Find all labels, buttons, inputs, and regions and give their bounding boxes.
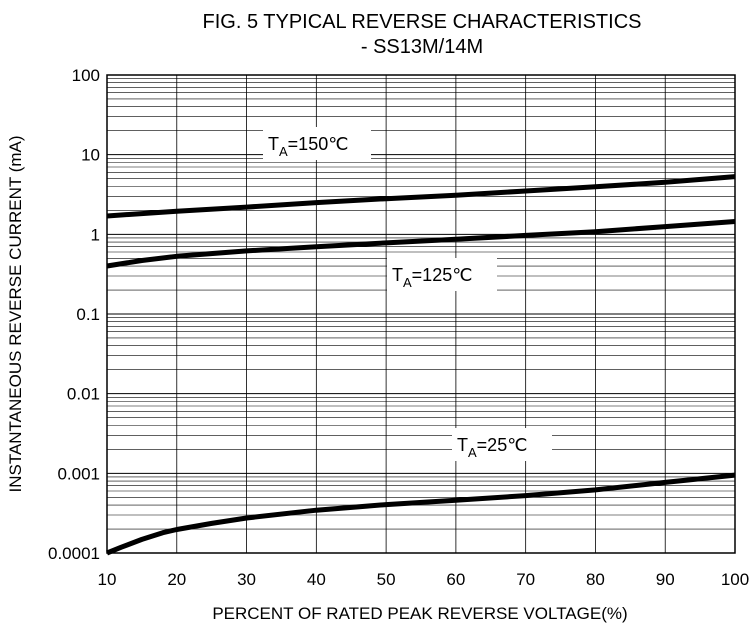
- tick-labels: 10 20 30 40 50 60 70 80 90 100 100 10 1 0.1 0.01 0.001 0…: [48, 66, 749, 589]
- grid: [107, 75, 735, 553]
- x-tick-label: 50: [377, 570, 396, 589]
- curve-labels: TA=150℃ TA=125℃ TA=25℃: [263, 127, 552, 461]
- curve-ta-150: [106, 174, 736, 219]
- y-tick-label: 100: [72, 66, 100, 85]
- label-ta-150: TA=150℃: [263, 127, 371, 160]
- curves: [106, 174, 736, 556]
- x-axis-label: PERCENT OF RATED PEAK REVERSE VOLTAGE(%): [212, 604, 627, 623]
- x-tick-label: 30: [237, 570, 256, 589]
- curve-ta-25: [106, 472, 736, 556]
- curve-label-text: TA=25℃: [457, 435, 527, 460]
- x-tick-label: 70: [516, 570, 535, 589]
- x-tick-label: 10: [98, 570, 117, 589]
- y-tick-label: 0.0001: [48, 544, 100, 563]
- y-tick-label: 10: [81, 146, 100, 165]
- x-tick-label: 20: [167, 570, 186, 589]
- y-tick-label: 0.01: [67, 385, 100, 404]
- x-tick-label: 90: [656, 570, 675, 589]
- x-tick-label: 60: [446, 570, 465, 589]
- chart-subtitle: - SS13M/14M: [361, 36, 483, 58]
- y-tick-label: 0.1: [76, 305, 100, 324]
- x-tick-label: 100: [721, 570, 749, 589]
- curve-label-text: TA=150℃: [268, 134, 348, 159]
- y-tick-label: 0.001: [57, 464, 100, 483]
- label-ta-25: TA=25℃: [452, 428, 552, 461]
- y-axis-label: INSTANTANEOUS REVERSE CURRENT (mA): [6, 135, 25, 492]
- x-tick-label: 40: [307, 570, 326, 589]
- chart-title: FIG. 5 TYPICAL REVERSE CHARACTERISTICS: [203, 11, 642, 33]
- label-ta-125: TA=125℃: [387, 258, 497, 291]
- curve-ta-125: [106, 219, 736, 269]
- plot-frame: [106, 74, 736, 554]
- x-tick-label: 80: [586, 570, 605, 589]
- curve-label-text: TA=125℃: [392, 265, 472, 290]
- y-tick-label: 1: [91, 225, 100, 244]
